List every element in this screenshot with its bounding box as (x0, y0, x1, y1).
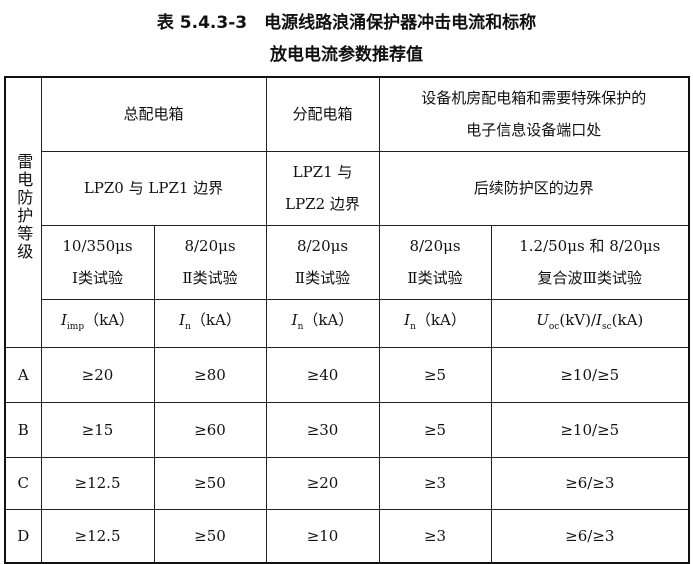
table-cell: D (4, 508, 42, 564)
cell-text: (kV)/ (559, 310, 597, 329)
unit-header: Uoc(kV)/Isc(kA) (490, 298, 690, 348)
cell-text: Ⅰ类试验 (72, 269, 123, 287)
zone2-header: LPZ1 与 LPZ2 边界 (265, 150, 380, 226)
cell-text: n (297, 321, 304, 332)
unit-header: In（kA） (378, 298, 492, 348)
table-cell: ≥12.5 (40, 508, 155, 564)
table-cell: ≥40 (265, 346, 380, 403)
table-cell: ≥20 (40, 346, 155, 403)
cell-text: 雷电防护等级 (14, 152, 34, 261)
cell-text: 8/20μs (409, 237, 461, 255)
cell-text: I (291, 310, 298, 329)
table-row: D ≥12.5 ≥50 ≥10 ≥3 ≥6/≥3 (4, 508, 690, 564)
table-cell: ≥6/≥3 (490, 456, 690, 510)
table-cell: B (4, 401, 42, 458)
cell-text: （kA） (303, 310, 354, 329)
cell-text: （kA） (84, 310, 135, 329)
cell-text: n (185, 321, 191, 332)
table-cell: ≥5 (378, 346, 492, 403)
grade-header: 雷电防护等级 (4, 76, 42, 348)
table-cell: ≥15 (40, 401, 155, 458)
table-cell: ≥10/≥5 (490, 346, 690, 403)
cell-text: (kA) (611, 310, 644, 329)
table-cell: ≥50 (153, 456, 267, 510)
cell-text: I (179, 310, 186, 329)
test-header: 8/20μs Ⅱ类试验 (378, 224, 492, 300)
cell-text: （kA） (415, 310, 466, 329)
table-cell: A (4, 346, 42, 403)
zone3-header: 后续防护区的边界 (378, 150, 690, 226)
table-title-line1: 表 5.4.3-3 电源线路浪涌保护器冲击电流和标称 (156, 13, 537, 33)
table-cell: ≥3 (378, 508, 492, 564)
test-header: 10/350μs Ⅰ类试验 (40, 224, 155, 300)
cell-text: sc (601, 321, 612, 332)
table-cell: ≥3 (378, 456, 492, 510)
table-title-line2: 放电电流参数推荐值 (270, 45, 423, 65)
cell-text: I (404, 310, 411, 329)
test-header: 1.2/50μs 和 8/20μs 复合波Ⅲ类试验 (490, 224, 690, 300)
cell-text: Ⅱ类试验 (407, 269, 463, 287)
table-cell: ≥12.5 (40, 456, 155, 510)
cell-text: U (536, 310, 549, 329)
main-box-header: 总配电箱 (40, 76, 267, 152)
table-cell: ≥30 (265, 401, 380, 458)
table-cell: ≥10/≥5 (490, 401, 690, 458)
table-cell: ≥10 (265, 508, 380, 564)
table-cell: ≥50 (153, 508, 267, 564)
unit-header: In（kA） (153, 298, 267, 348)
cell-text: 复合波Ⅲ类试验 (537, 269, 642, 287)
cell-text: 10/350μs (62, 237, 133, 255)
cell-text: oc (548, 321, 560, 332)
zone1-header: LPZ0 与 LPZ1 边界 (40, 150, 267, 226)
unit-header: Iimp（kA） (40, 298, 155, 348)
table-cell: ≥60 (153, 401, 267, 458)
unit-header: In（kA） (265, 298, 380, 348)
cell-text: I (60, 310, 67, 329)
table-row: B ≥15 ≥60 ≥30 ≥5 ≥10/≥5 (4, 401, 690, 458)
cell-text: Ⅱ类试验 (182, 269, 238, 287)
table-cell: ≥5 (378, 401, 492, 458)
sub-box-header: 分配电箱 (265, 76, 380, 152)
table-cell: ≥80 (153, 346, 267, 403)
table-row: A ≥20 ≥80 ≥40 ≥5 ≥10/≥5 (4, 346, 690, 403)
spd-parameter-table: 雷电防护等级 总配电箱 分配电箱 设备机房配电箱和需要特殊保护的电子信息设备端口… (4, 76, 691, 564)
equipment-header: 设备机房配电箱和需要特殊保护的电子信息设备端口处 (378, 76, 690, 152)
table-cell: C (4, 456, 42, 510)
test-header: 8/20μs Ⅱ类试验 (265, 224, 380, 300)
table-cell: ≥6/≥3 (490, 508, 690, 564)
cell-text: n (410, 321, 416, 332)
table-cell: ≥20 (265, 456, 380, 510)
cell-text: 8/20μs (296, 237, 349, 255)
cell-text: Ⅱ类试验 (294, 269, 351, 287)
cell-text: （kA） (190, 310, 241, 329)
cell-text: 1.2/50μs 和 8/20μs (519, 237, 661, 255)
cell-text: I (596, 310, 602, 329)
test-header: 8/20μs Ⅱ类试验 (153, 224, 267, 300)
cell-text: imp (66, 321, 85, 332)
table-row: C ≥12.5 ≥50 ≥20 ≥3 ≥6/≥3 (4, 456, 690, 510)
cell-text: 8/20μs (184, 237, 236, 255)
